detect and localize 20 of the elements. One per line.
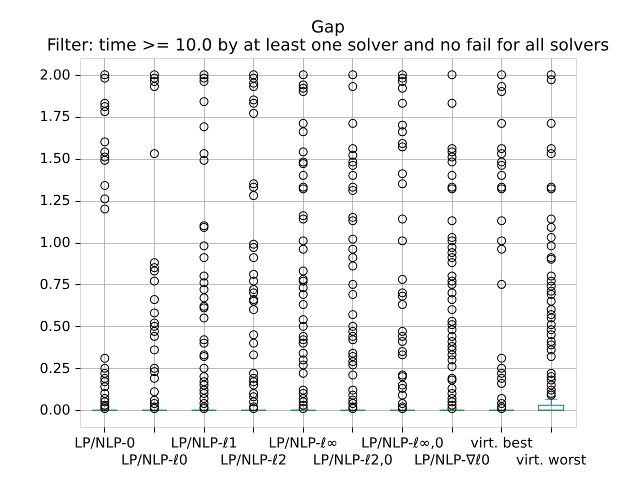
y-tick-label: 1.50 xyxy=(40,151,70,168)
y-tick-label: 0.00 xyxy=(40,402,70,419)
y-tick-label: 1.75 xyxy=(40,109,70,126)
x-tick-label: LP/NLP-ℓ∞ xyxy=(268,436,338,452)
chart-title: Gap xyxy=(311,16,345,37)
y-tick-label: 0.50 xyxy=(40,318,70,335)
y-tick-label: 1.25 xyxy=(40,193,70,210)
x-tick-label: LP/NLP-∇ℓ0 xyxy=(414,452,490,468)
x-tick-label: virt. best xyxy=(470,436,534,452)
y-tick-label: 0.25 xyxy=(40,360,70,377)
x-tick-label: virt. worst xyxy=(516,452,587,468)
y-tick-label: 0.75 xyxy=(40,276,70,293)
x-tick-label: LP/NLP-ℓ2 xyxy=(220,452,287,468)
y-tick-label: 2.00 xyxy=(40,67,70,84)
x-tick-label: LP/NLP-0 xyxy=(74,436,136,452)
x-tick-label: LP/NLP-ℓ∞,0 xyxy=(361,436,444,452)
x-tick-label: LP/NLP-ℓ0 xyxy=(121,452,188,468)
x-tick-label: LP/NLP-ℓ1 xyxy=(170,436,238,452)
y-tick-label: 1.00 xyxy=(40,235,70,251)
x-tick-label: LP/NLP-ℓ2,0 xyxy=(312,452,393,468)
